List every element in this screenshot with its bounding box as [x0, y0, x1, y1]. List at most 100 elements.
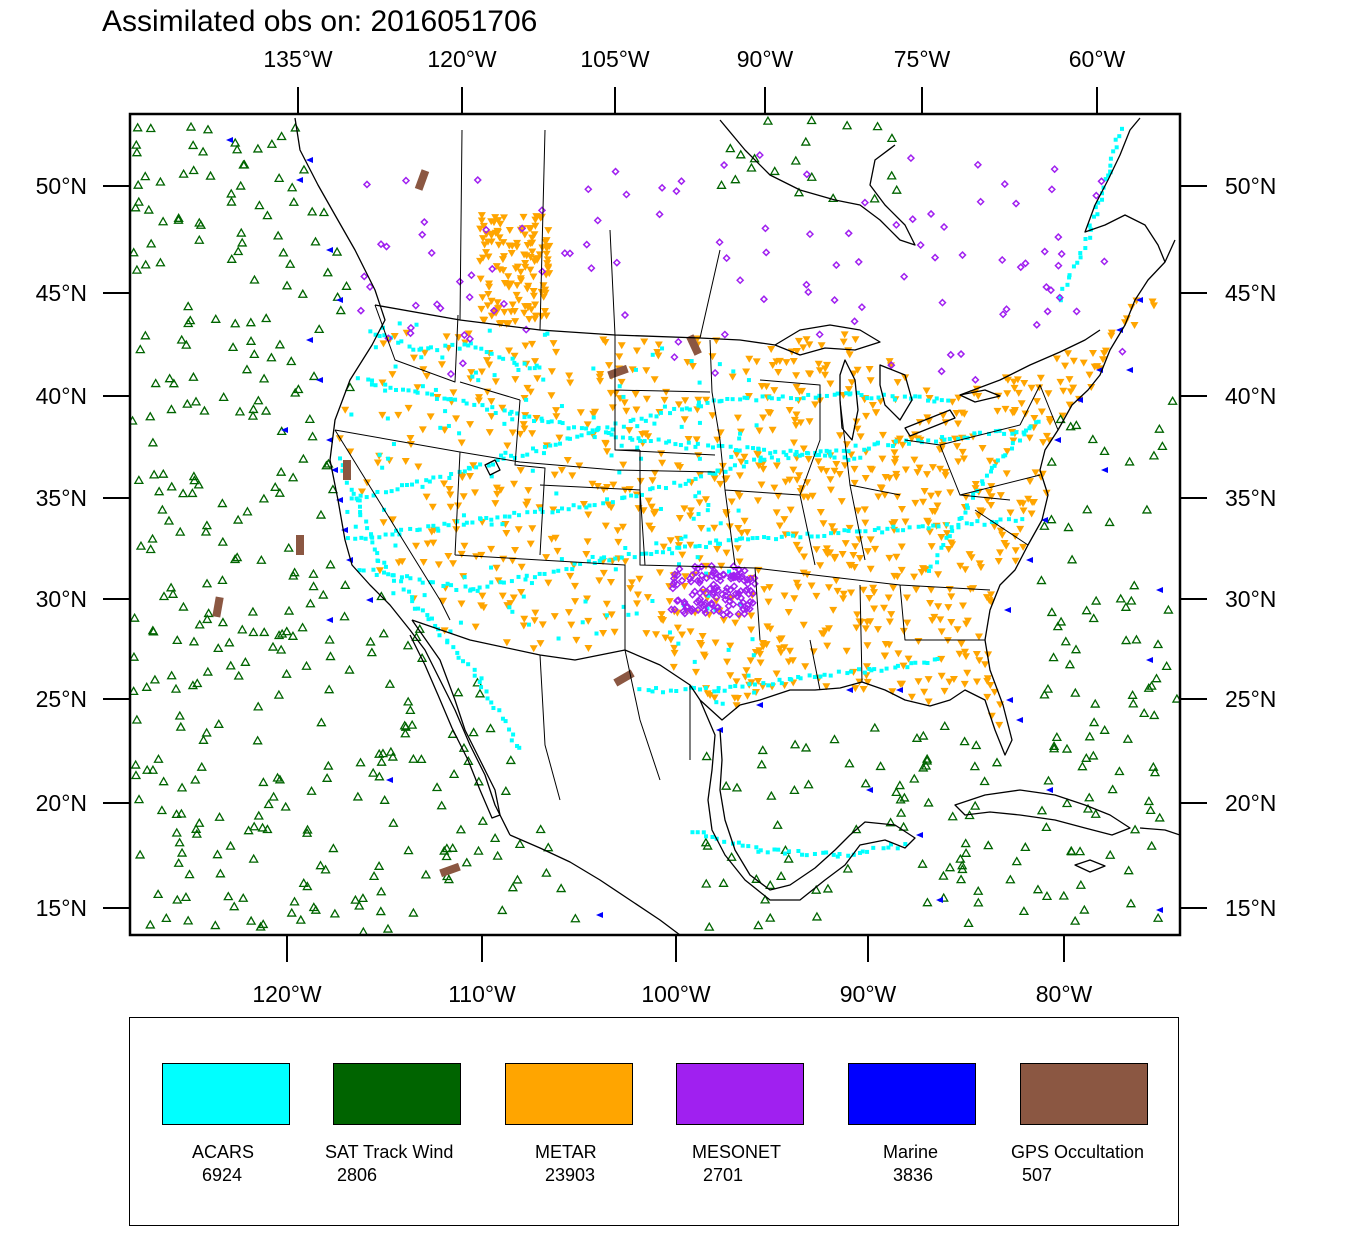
sat-track-wind-ob [154, 486, 165, 496]
acars-ob [881, 846, 886, 851]
mesonet-ob [489, 306, 499, 315]
acars-ob [786, 532, 791, 537]
acars-ob [977, 430, 982, 435]
acars-ob [822, 672, 827, 677]
metar-ob [775, 357, 784, 365]
acars-ob [529, 581, 534, 586]
acars-ob [453, 397, 458, 402]
acars-ob [678, 483, 683, 488]
mesonet-ob [956, 349, 966, 359]
acars-ob [842, 528, 847, 533]
sat-track-wind-ob [214, 811, 225, 821]
metar-ob [544, 227, 553, 235]
acars-ob [638, 438, 643, 443]
marine-ob [1054, 437, 1061, 443]
acars-ob [437, 633, 442, 638]
acars-ob [478, 462, 483, 467]
metar-ob [1030, 414, 1039, 422]
mesonet-ob [620, 310, 630, 320]
acars-ob [890, 443, 895, 448]
acars-ob [784, 452, 789, 457]
acars-ob [422, 593, 427, 598]
sat-track-wind-ob [894, 780, 905, 790]
metar-ob [962, 653, 971, 661]
metar-ob [921, 566, 930, 574]
acars-ob [745, 396, 750, 401]
metar-ob [686, 512, 695, 520]
metar-ob [528, 248, 537, 256]
sat-track-wind-ob [1039, 689, 1050, 699]
acars-ob [511, 732, 516, 737]
metar-ob [732, 702, 741, 710]
metar-ob [525, 315, 534, 323]
metar-ob [805, 418, 814, 426]
metar-ob [1088, 350, 1097, 358]
metar-ob [491, 500, 500, 508]
acars-ob [972, 431, 977, 436]
metar-ob [1059, 387, 1068, 395]
acars-ob [527, 414, 532, 419]
marine-ob [316, 377, 323, 383]
metar-ob [892, 553, 901, 561]
acars-ob [704, 571, 709, 576]
metar-ob [987, 493, 996, 501]
mesonet-ob [360, 272, 369, 281]
sat-track-wind-ob [194, 817, 205, 827]
acars-ob [733, 684, 738, 689]
metar-ob [775, 645, 784, 653]
metar-ob [865, 594, 874, 602]
sat-track-wind-ob [842, 863, 853, 873]
mesonet-ob [1050, 165, 1059, 174]
sat-track-wind-ob [185, 315, 196, 325]
acars-ob [745, 445, 750, 450]
metar-ob [673, 462, 682, 470]
acars-ob [410, 599, 415, 604]
acars-ob [754, 845, 759, 850]
sat-track-wind-ob [232, 144, 243, 154]
sat-track-wind-ob [387, 751, 398, 761]
metar-ob [943, 530, 952, 538]
right-lat-label: 20°N [1225, 790, 1276, 816]
metar-ob [937, 533, 946, 541]
sat-track-wind-ob [765, 912, 776, 922]
sat-track-wind-ob [184, 869, 195, 879]
metar-ob [701, 496, 710, 504]
metar-ob [784, 609, 793, 617]
sat-track-wind-ob [273, 630, 285, 640]
acars-ob [648, 413, 653, 418]
metar-ob [881, 640, 890, 648]
left-lat-label: 30°N [36, 586, 87, 612]
metar-ob [542, 245, 551, 253]
acars-ob [752, 690, 757, 695]
sat-track-wind-ob [485, 723, 496, 733]
metar-ob [614, 538, 623, 546]
metar-ob [866, 377, 875, 385]
legend-swatch-mesonet [676, 1063, 804, 1125]
sat-track-wind-ob [1020, 842, 1031, 852]
sat-track-wind-ob [1079, 904, 1090, 914]
mesonet-ob [680, 609, 689, 618]
acars-ob [689, 359, 694, 364]
metar-ob [876, 398, 885, 406]
metar-ob [792, 422, 801, 430]
acars-ob [686, 478, 691, 483]
mesonet-ob [937, 367, 946, 376]
metar-ob [795, 472, 804, 480]
acars-ob [597, 558, 602, 563]
metar-ob [826, 380, 835, 388]
sat-track-wind-ob [239, 159, 250, 169]
acars-ob [557, 441, 562, 446]
metar-ob [885, 358, 894, 366]
right-lat-label: 25°N [1225, 686, 1276, 712]
mesonet-ob [622, 190, 631, 199]
sat-track-wind-ob [168, 378, 179, 388]
sat-track-wind-ob [153, 753, 164, 763]
acars-ob [815, 534, 820, 539]
acars-ob [964, 521, 969, 526]
metar-ob [852, 624, 861, 632]
marine-ob [326, 437, 333, 443]
sat-track-wind-ob [350, 894, 361, 904]
metar-ob [688, 363, 697, 371]
acars-ob [626, 551, 631, 556]
acars-ob [667, 630, 672, 635]
